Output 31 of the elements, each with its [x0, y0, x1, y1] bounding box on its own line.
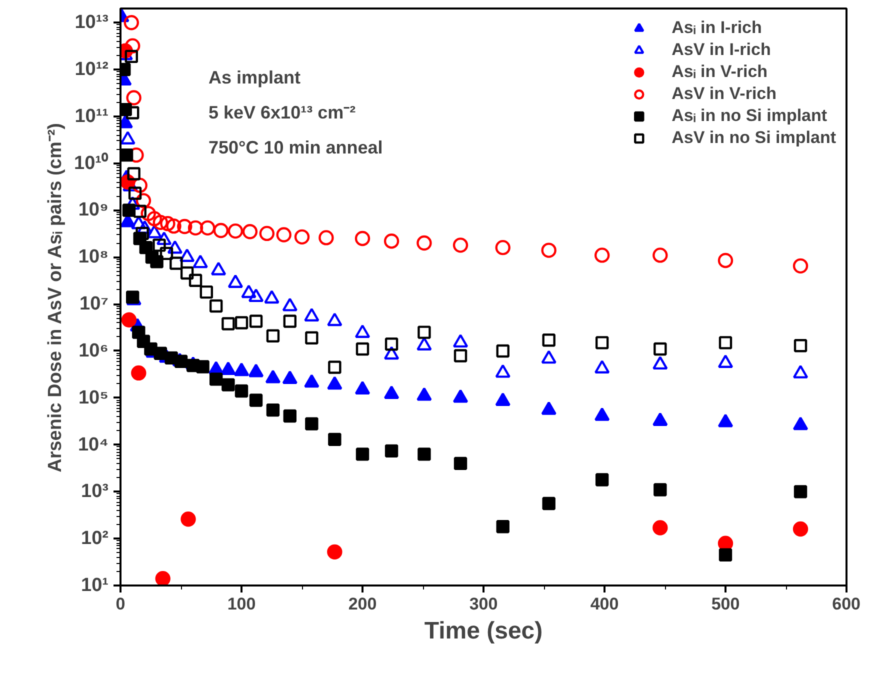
y-tick-label: 10⁴: [78, 434, 109, 456]
y-tick-label: 10¹³: [74, 12, 109, 34]
x-tick-label: 400: [590, 594, 619, 614]
legend-label: AsV in no Si implant: [672, 128, 836, 148]
legend-label: AsV in V-rich: [672, 84, 777, 104]
annotation: As implant: [208, 68, 301, 88]
y-tick-label: 10¹⁰: [74, 152, 109, 174]
y-tick-label: 10⁸: [78, 246, 109, 268]
y-tick-label: 10⁹: [78, 200, 109, 221]
y-tick-label: 10⁵: [78, 387, 109, 408]
x-tick-label: 600: [832, 594, 861, 614]
x-tick-label: 200: [348, 594, 377, 614]
y-tick-label: 10⁷: [80, 294, 109, 315]
y-tick-label: 10³: [81, 481, 109, 502]
legend-label: Asᵢ in I-rich: [672, 18, 762, 38]
y-tick-label: 10¹: [81, 575, 109, 596]
y-tick-label: 10¹²: [74, 59, 109, 80]
x-tick-label: 100: [227, 594, 256, 614]
annotation: 750°C 10 min anneal: [208, 138, 383, 158]
x-axis-title: Time (sec): [424, 618, 543, 644]
y-axis-title: Arsenic Dose in AsV or Asᵢ pairs (cm⁻²): [45, 123, 66, 472]
annotation: 5 keV 6x10¹³ cm⁻²: [208, 102, 356, 122]
y-tick-label: 10¹¹: [74, 106, 109, 127]
x-tick-label: 500: [711, 594, 740, 614]
legend-label: Asᵢ in no Si implant: [672, 106, 828, 126]
x-tick-label: 300: [469, 594, 498, 614]
y-tick-label: 10²: [81, 528, 109, 550]
x-tick-label: 0: [116, 594, 126, 614]
legend-label: Asᵢ in V-rich: [672, 62, 768, 82]
y-tick-label: 10⁶: [78, 340, 109, 362]
legend-label: AsV in I-rich: [672, 40, 771, 60]
